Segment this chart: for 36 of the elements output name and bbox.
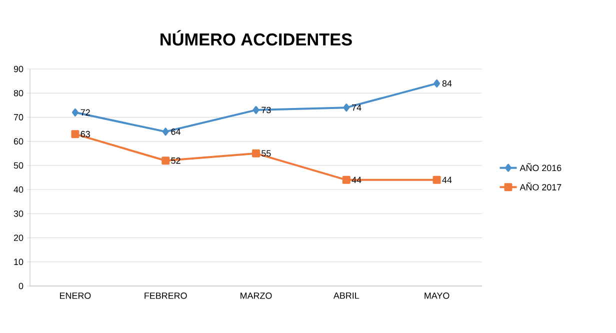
x-tick-label: MAYO bbox=[424, 292, 450, 299]
data-label: 55 bbox=[262, 150, 271, 157]
legend-label: AÑO 2016 bbox=[520, 163, 562, 172]
point bbox=[434, 79, 440, 88]
point bbox=[71, 130, 80, 138]
y-tick-label: 90 bbox=[14, 66, 24, 72]
y-tick-label: 80 bbox=[14, 90, 24, 96]
point bbox=[162, 128, 169, 136]
data-label: 73 bbox=[262, 106, 271, 114]
y-tick-label: 50 bbox=[14, 162, 24, 169]
data-label: 84 bbox=[442, 80, 452, 87]
point bbox=[252, 149, 260, 158]
y-tick-label: 30 bbox=[14, 210, 24, 217]
point bbox=[252, 106, 260, 114]
data-label: 74 bbox=[352, 104, 362, 111]
data-label: 64 bbox=[171, 128, 180, 135]
data-label: 52 bbox=[171, 157, 180, 164]
y-tick-label: 60 bbox=[14, 138, 24, 145]
x-tick-label: MARZO bbox=[240, 292, 272, 299]
x-tick-label: ABRIL bbox=[333, 292, 360, 299]
y-tick-label: 10 bbox=[14, 258, 24, 266]
data-label: 44 bbox=[442, 176, 452, 183]
chart-title: NÚMERO ACCIDENTES bbox=[160, 30, 352, 46]
point bbox=[72, 108, 78, 116]
x-tick-label: FEBRERO bbox=[144, 292, 187, 299]
y-tick-label: 20 bbox=[14, 234, 24, 241]
point bbox=[342, 176, 350, 184]
y-tick-label: 40 bbox=[14, 186, 24, 193]
x-tick-label: ENERO bbox=[60, 292, 91, 299]
data-label: 63 bbox=[80, 130, 90, 138]
point bbox=[432, 176, 441, 184]
legend-label: AÑO 2017 bbox=[520, 182, 562, 190]
y-tick-label: 70 bbox=[14, 114, 24, 120]
point bbox=[162, 156, 170, 165]
point bbox=[343, 104, 350, 112]
y-tick-label: 0 bbox=[18, 282, 24, 290]
